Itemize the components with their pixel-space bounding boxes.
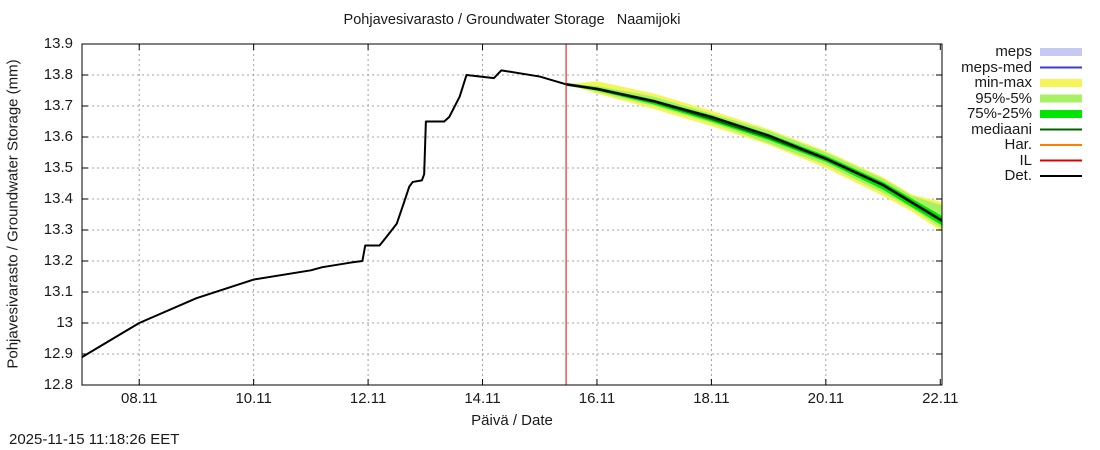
series-lines	[81, 69, 943, 358]
x-tick-label: 08.11	[121, 390, 158, 407]
x-tick-label: 12.11	[349, 390, 387, 407]
grid-lines	[82, 44, 942, 385]
legend-swatches	[1040, 48, 1082, 177]
timestamp: 2025-11-15 11:18:26 EET	[9, 431, 180, 448]
y-tick-label: 13.5	[43, 159, 73, 176]
y-tick-label: 12.9	[43, 345, 73, 362]
y-tick-label: 13.8	[43, 66, 73, 83]
line-mediaani	[565, 82, 943, 222]
plot-frame	[81, 43, 943, 386]
legend-label: meps	[995, 43, 1032, 60]
x-axis-label: Päivä / Date	[471, 412, 553, 429]
legend-label: Har.	[1004, 136, 1032, 153]
legend-label: IL	[1019, 151, 1032, 169]
y-tick-label: 12.8	[43, 376, 73, 393]
y-tick-label: 13.2	[43, 252, 73, 269]
y-tick-label: 13.6	[43, 128, 73, 145]
legend-swatch-band	[1040, 79, 1082, 87]
legend-swatch-band	[1040, 110, 1082, 118]
x-tick-label: 16.11	[578, 390, 616, 407]
y-tick-label: 13	[56, 314, 73, 331]
legend-label: Det.	[1004, 167, 1032, 184]
y-tick-label: 13.4	[43, 190, 73, 207]
chart-title: Pohjavesivarasto / Groundwater Storage N…	[343, 12, 681, 28]
band-75%-25%	[566, 84, 942, 226]
x-tick-label: 10.11	[235, 390, 272, 407]
forecast-bands	[566, 81, 942, 232]
y-tick-label: 13.9	[43, 35, 73, 52]
legend-label: 75%-25%	[966, 105, 1032, 122]
line-Det.	[81, 69, 943, 358]
legend-swatch-band	[1040, 94, 1082, 103]
legend-label: mediaani	[971, 120, 1032, 138]
legend-label: meps-med	[961, 58, 1032, 76]
legend-label: 95%-5%	[975, 89, 1032, 107]
legend-swatch-band	[1040, 48, 1082, 56]
band-min-max	[566, 81, 942, 232]
x-tick-label: 22.11	[922, 390, 959, 407]
y-tick-label: 13.1	[43, 283, 73, 300]
axis-ticks	[82, 43, 942, 386]
x-tick-label: 18.11	[693, 390, 730, 407]
y-tick-label: 13.7	[43, 97, 73, 114]
x-tick-label: 14.11	[464, 390, 501, 407]
x-tick-label: 20.11	[807, 390, 845, 407]
y-tick-label: 13.3	[43, 221, 73, 238]
legend-label: min-max	[974, 74, 1032, 91]
